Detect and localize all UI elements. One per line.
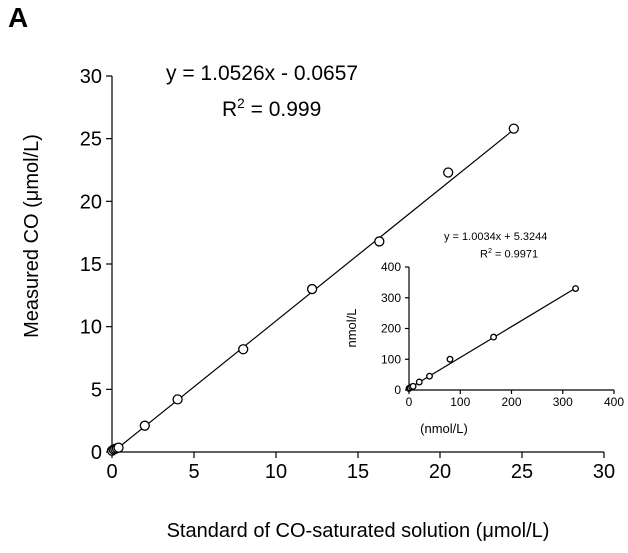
inset-data-point xyxy=(490,333,498,341)
inset-plot: 0 100 200 300 400 0 100 200 300 400 (nmol/L) nmol/L xyxy=(344,260,624,436)
main-data-point xyxy=(443,167,454,178)
inset-data-point xyxy=(446,355,454,363)
main-data-point xyxy=(374,236,385,247)
inset-r2-value: = 0.9971 xyxy=(491,248,539,261)
main-data-point xyxy=(113,442,124,453)
main-x-tick-label: 5 xyxy=(188,461,199,483)
inset-r2-label: R xyxy=(480,248,488,261)
panel-label: A xyxy=(8,2,29,33)
main-y-tick-label: 0 xyxy=(91,442,102,464)
inset-x-tick-label: 300 xyxy=(553,395,573,409)
main-y-axis-label: Measured CO (μmol/L) xyxy=(21,134,43,338)
main-r2: R2 = 0.999 xyxy=(222,96,321,122)
inset-x-tick-label: 200 xyxy=(501,395,521,409)
inset-data-point xyxy=(426,372,433,380)
main-x-axis-label: Standard of CO-saturated solution (μmol/… xyxy=(167,520,550,542)
inset-y-axis-label: nmol/L xyxy=(344,308,359,347)
main-x-tick-label: 10 xyxy=(265,461,287,483)
main-x-tick-label: 0 xyxy=(106,461,117,483)
main-data-point xyxy=(139,420,150,431)
main-data-point xyxy=(172,394,183,405)
inset-x-tick-label: 400 xyxy=(604,395,624,409)
inset-r2-exp: 2 xyxy=(487,247,492,255)
main-r2-label: R xyxy=(222,98,238,121)
inset-data-point xyxy=(409,382,417,390)
main-r2-value: = 0.999 xyxy=(244,98,322,121)
main-x-tick-label: 25 xyxy=(511,461,533,483)
main-r2-exp: 2 xyxy=(237,96,245,111)
inset-y-tick-label: 100 xyxy=(381,352,401,366)
main-y-tick-label: 15 xyxy=(80,254,102,276)
main-data-point xyxy=(508,123,519,134)
main-data-point xyxy=(238,344,249,355)
inset-equation: y = 1.0034x + 5.3244 xyxy=(444,231,548,243)
inset-x-tick-label: 0 xyxy=(406,395,413,409)
inset-y-tick-label: 300 xyxy=(381,291,401,305)
main-y-tick-label: 25 xyxy=(80,129,102,151)
inset-y-tick-label: 0 xyxy=(394,383,401,397)
main-y-tick-label: 30 xyxy=(80,66,102,88)
inset-x-axis-label: (nmol/L) xyxy=(420,421,468,436)
main-y-tick-label: 20 xyxy=(80,191,102,213)
main-x-tick-label: 20 xyxy=(429,461,451,483)
main-data-point xyxy=(306,283,318,295)
main-equation: y = 1.0526x - 0.0657 xyxy=(166,62,359,85)
main-x-tick-label: 15 xyxy=(347,461,369,483)
main-y-tick-label: 10 xyxy=(80,317,102,339)
inset-y-tick-label: 200 xyxy=(381,322,401,336)
inset-r2: R2 = 0.9971 xyxy=(480,247,538,261)
inset-x-tick-label: 100 xyxy=(450,395,470,409)
main-x-tick-label: 30 xyxy=(593,461,615,483)
inset-data-point xyxy=(572,285,580,292)
inset-y-tick-label: 400 xyxy=(381,260,401,274)
main-y-tick-label: 5 xyxy=(91,379,102,401)
inset-data-point xyxy=(415,378,423,386)
